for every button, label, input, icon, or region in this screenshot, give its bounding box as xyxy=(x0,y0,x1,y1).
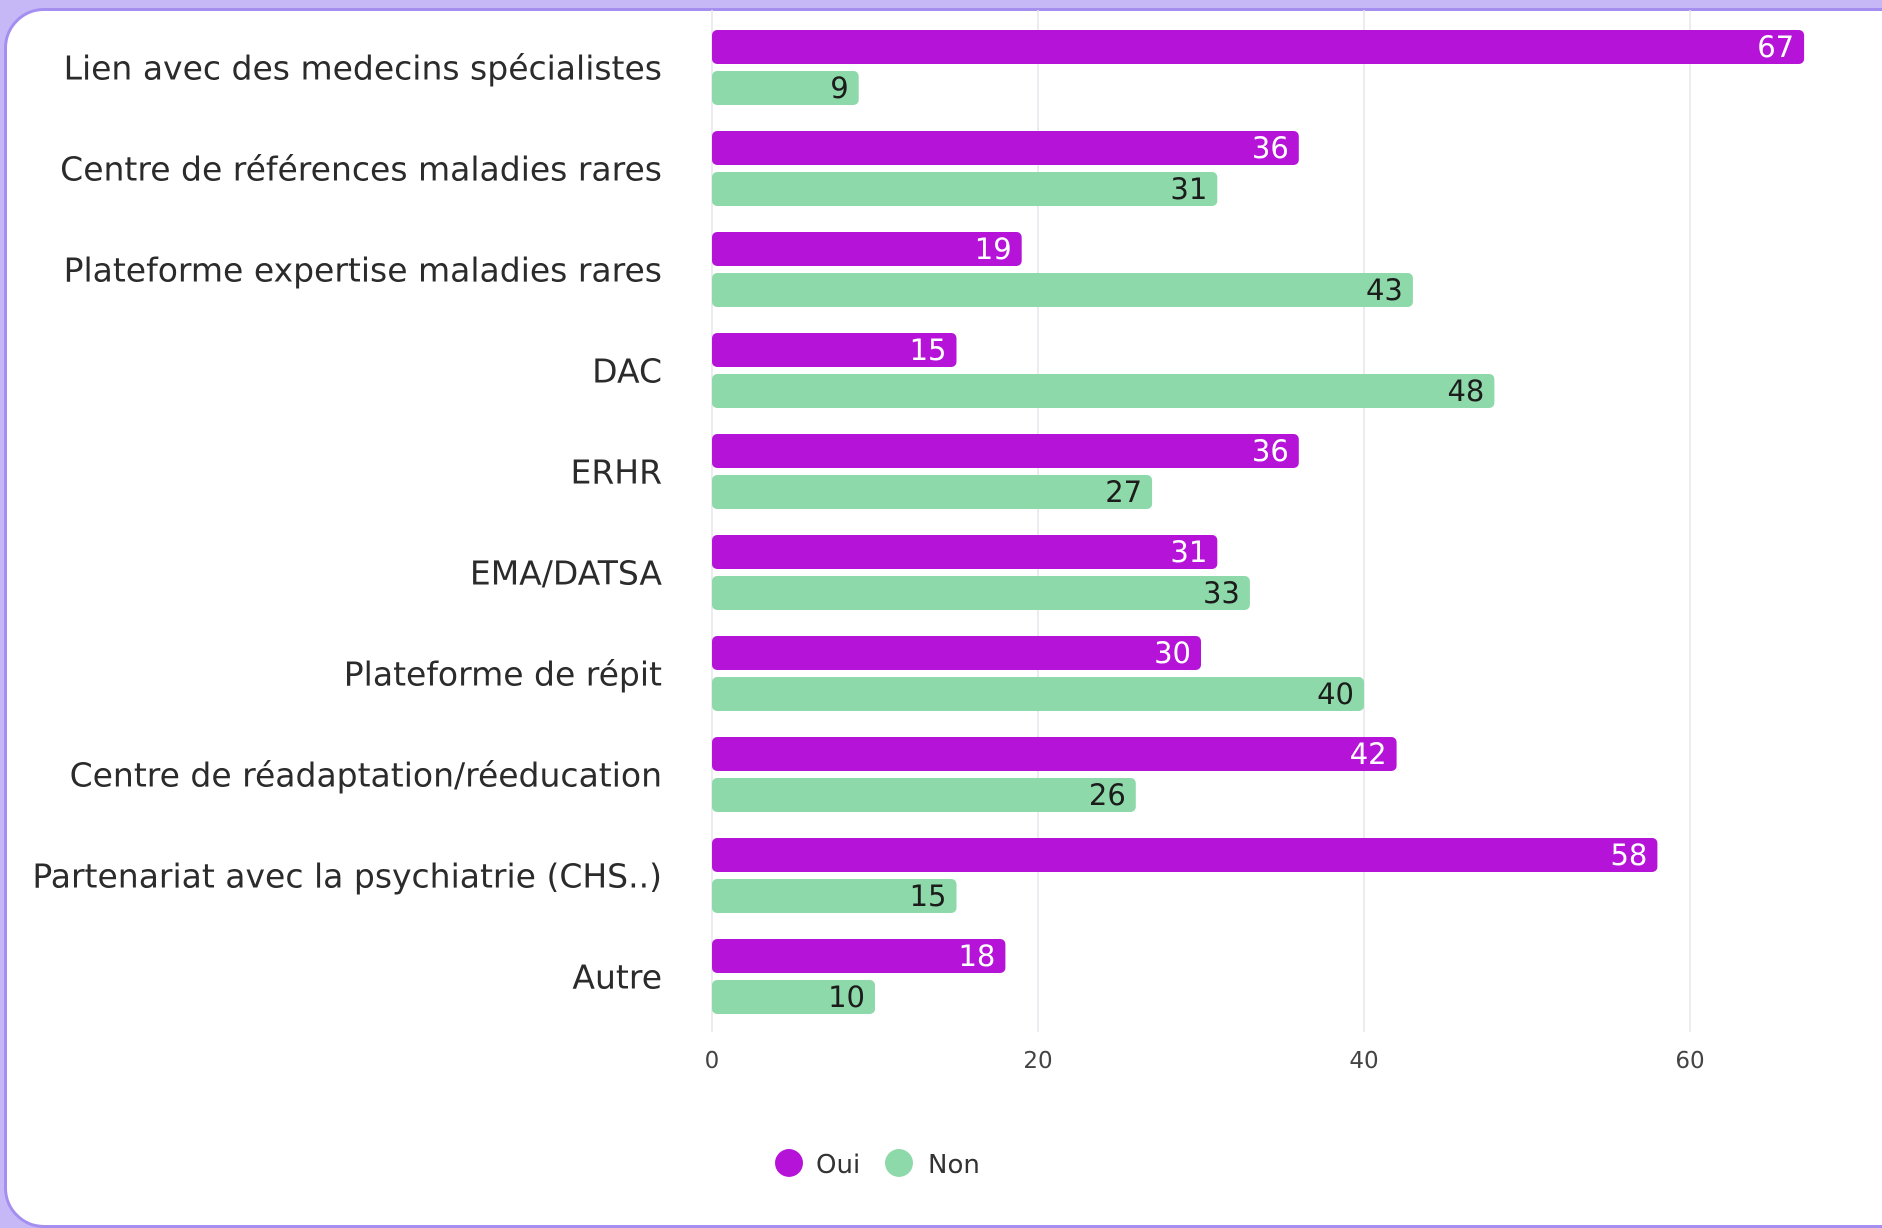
bar-oui xyxy=(712,333,957,367)
category-label: ERHR xyxy=(570,453,662,492)
legend-label-oui: Oui xyxy=(816,1150,860,1180)
legend-label-non: Non xyxy=(928,1150,980,1180)
bar-oui xyxy=(712,939,1006,973)
category-label: DAC xyxy=(592,352,662,391)
x-tick-label: 0 xyxy=(705,1048,720,1074)
data-label-oui: 42 xyxy=(1350,737,1387,771)
data-label-non: 33 xyxy=(1203,576,1240,610)
bar-oui xyxy=(712,737,1397,771)
bar-non xyxy=(712,980,875,1014)
category-label: Autre xyxy=(572,958,662,997)
data-label-oui: 67 xyxy=(1757,30,1794,64)
x-tick-label: 60 xyxy=(1675,1048,1704,1074)
bar-non xyxy=(712,576,1250,610)
data-label-non: 26 xyxy=(1089,778,1126,812)
bar-chart: 0 20 40 60 Lien avec des medecins spécialist… xyxy=(32,10,1805,1180)
bar-non xyxy=(712,677,1364,711)
bar-oui xyxy=(712,535,1218,569)
bar-oui xyxy=(712,434,1299,468)
data-label-non: 27 xyxy=(1105,475,1142,509)
data-label-oui: 36 xyxy=(1252,434,1289,468)
bar-non xyxy=(712,172,1218,206)
bar-oui xyxy=(712,30,1805,64)
category-label: Plateforme expertise maladies rares xyxy=(64,251,662,290)
data-label-oui: 58 xyxy=(1610,838,1647,872)
bar-non xyxy=(712,778,1136,812)
legend-swatch-oui xyxy=(775,1149,803,1177)
data-label-oui: 15 xyxy=(910,333,947,367)
data-label-non: 15 xyxy=(910,879,947,913)
bar-oui xyxy=(712,636,1201,670)
bar-oui xyxy=(712,131,1299,165)
bar-non xyxy=(712,374,1495,408)
category-label: EMA/DATSA xyxy=(470,554,663,593)
data-label-non: 9 xyxy=(830,71,848,105)
legend-swatch-non xyxy=(885,1149,913,1177)
bar-oui xyxy=(712,838,1658,872)
category-label: Partenariat avec la psychiatrie (CHS..) xyxy=(32,857,662,896)
data-label-non: 48 xyxy=(1447,374,1484,408)
bar-oui xyxy=(712,232,1022,266)
category-label: Plateforme de répit xyxy=(344,655,662,694)
data-label-non: 31 xyxy=(1170,172,1207,206)
category-label: Lien avec des medecins spécialistes xyxy=(64,49,662,88)
category-label: Centre de références maladies rares xyxy=(60,150,662,189)
x-tick-label: 20 xyxy=(1023,1048,1052,1074)
x-tick-label: 40 xyxy=(1349,1048,1378,1074)
bar-non xyxy=(712,475,1153,509)
data-label-non: 10 xyxy=(828,980,865,1014)
label-layer: 0 20 40 60 Lien avec des medecins spécialist… xyxy=(32,30,1794,1074)
bar-non xyxy=(712,71,859,105)
bar-non xyxy=(712,273,1413,307)
data-label-non: 43 xyxy=(1366,273,1403,307)
bar-layer xyxy=(712,30,1805,1014)
category-label: Centre de réadaptation/réeducation xyxy=(70,756,662,795)
data-label-oui: 31 xyxy=(1170,535,1207,569)
data-label-non: 40 xyxy=(1317,677,1354,711)
bar-non xyxy=(712,879,957,913)
data-label-oui: 36 xyxy=(1252,131,1289,165)
chart-card xyxy=(4,8,1882,1228)
data-label-oui: 19 xyxy=(975,232,1012,266)
legend: Oui Non xyxy=(775,1149,980,1180)
data-label-oui: 18 xyxy=(958,939,995,973)
data-label-oui: 30 xyxy=(1154,636,1191,670)
